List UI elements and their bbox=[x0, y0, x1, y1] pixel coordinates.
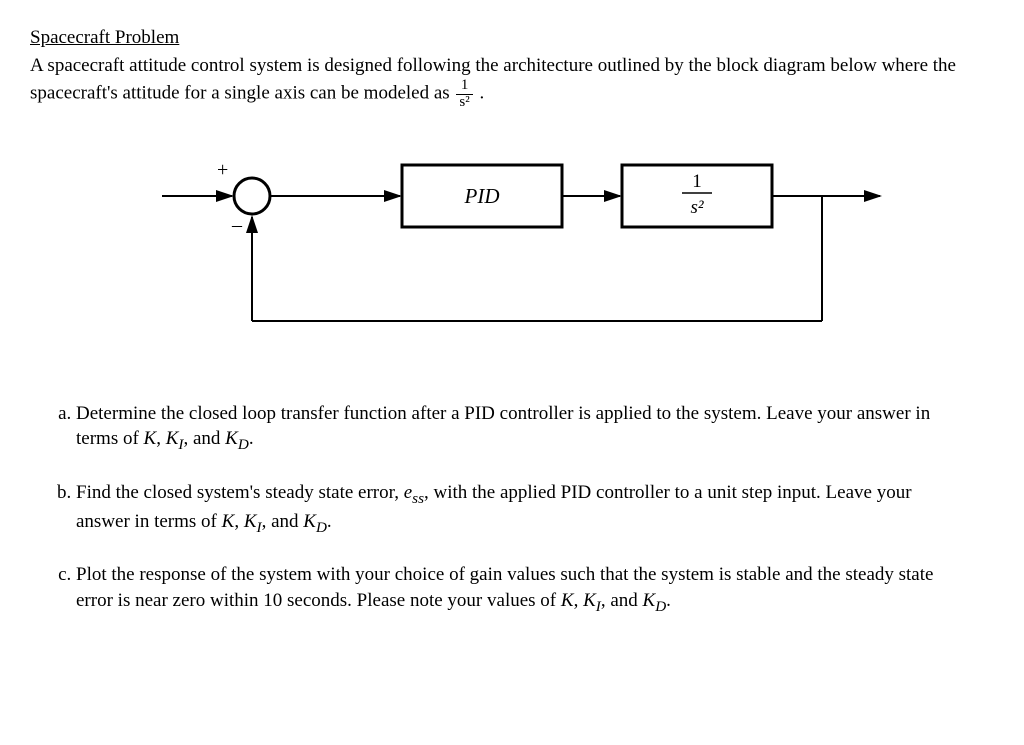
intro-frac-den: s² bbox=[456, 95, 472, 111]
pid-label: PID bbox=[464, 184, 500, 208]
question-b: Find the closed system's steady state er… bbox=[76, 480, 994, 539]
plus-sign: + bbox=[217, 159, 228, 181]
summing-junction bbox=[234, 178, 270, 214]
question-list: Determine the closed loop transfer funct… bbox=[30, 401, 994, 618]
block-diagram: + – PID 1 s² bbox=[122, 141, 902, 361]
intro-post: . bbox=[480, 83, 485, 104]
intro-frac-num: 1 bbox=[456, 78, 472, 95]
plant-frac-num: 1 bbox=[692, 171, 702, 192]
question-a: Determine the closed loop transfer funct… bbox=[76, 401, 994, 456]
minus-sign: – bbox=[231, 214, 243, 236]
intro-text: A spacecraft attitude control system is … bbox=[30, 53, 994, 111]
question-c: Plot the response of the system with you… bbox=[76, 562, 994, 617]
page-title: Spacecraft Problem bbox=[30, 25, 994, 51]
intro-pre: A spacecraft attitude control system is … bbox=[30, 55, 956, 104]
plant-frac-den: s² bbox=[690, 197, 703, 218]
intro-fraction: 1 s² bbox=[456, 78, 472, 111]
